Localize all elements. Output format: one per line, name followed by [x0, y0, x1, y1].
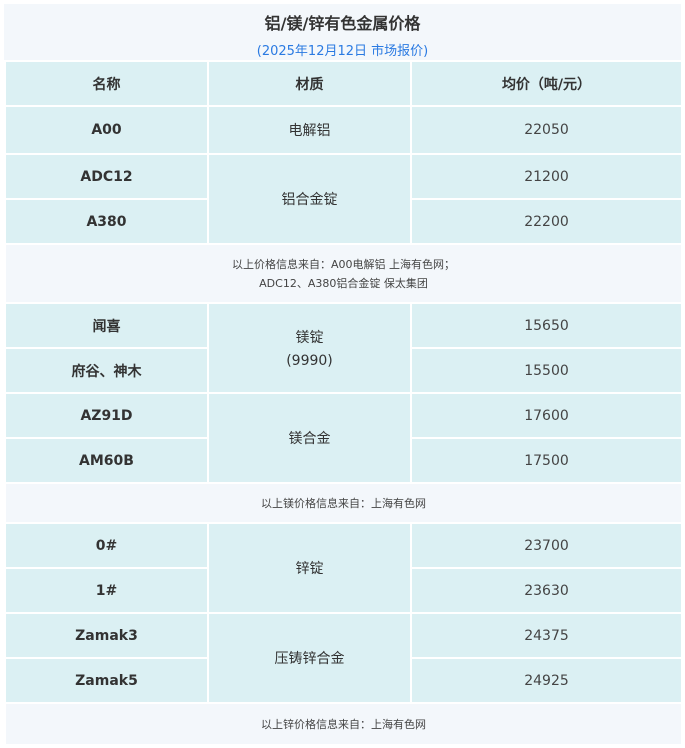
material: 镁锭 (9990)	[207, 302, 412, 394]
price: 24925	[410, 657, 683, 704]
note-line: 以上价格信息来自：A00电解铝 上海有色网；	[231, 257, 456, 271]
source-note: 以上镁价格信息来自：上海有色网	[4, 482, 683, 524]
source-note-row: 以上镁价格信息来自：上海有色网	[4, 482, 683, 524]
table-row: 府谷、神木 15500	[4, 347, 683, 394]
table-row: 闻喜 镁锭 (9990) 15650	[4, 302, 683, 394]
product-name: ADC12	[4, 153, 209, 200]
price: 17600	[410, 392, 683, 439]
table-row: AZ91D 镁合金 17600	[4, 392, 683, 484]
page-title: 铝/镁/锌有色金属价格	[264, 14, 421, 33]
product-name: AM60B	[4, 437, 209, 484]
material-line: (9990)	[286, 353, 333, 369]
price: 23700	[410, 522, 683, 569]
source-note: 以上锌价格信息来自：上海有色网	[4, 702, 683, 746]
price: 24375	[410, 612, 683, 659]
material: 电解铝	[207, 105, 412, 155]
material: 压铸锌合金	[207, 612, 412, 704]
table-row: ADC12 铝合金锭 21200	[4, 153, 683, 245]
material-line: 镁锭	[295, 330, 324, 346]
price-table-container: 铝/镁/锌有色金属价格 (2025年12月12日 市场报价) 名称 材质 均价（…	[4, 4, 683, 746]
product-name: A00	[4, 105, 209, 155]
table-row: Zamak3 压铸锌合金 24375	[4, 612, 683, 704]
table-row: 0# 锌锭 23700	[4, 522, 683, 614]
price: 22200	[410, 198, 683, 245]
note-line: ADC12、A380铝合金锭 保太集团	[259, 276, 428, 290]
material: 镁合金	[207, 392, 412, 484]
price: 21200	[410, 153, 683, 200]
price: 15650	[410, 302, 683, 349]
source-note: 以上价格信息来自：A00电解铝 上海有色网； ADC12、A380铝合金锭 保太…	[4, 243, 683, 304]
price: 22050	[410, 105, 683, 155]
header-price: 均价（吨/元）	[410, 60, 683, 107]
table-row: A380 22200	[4, 198, 683, 245]
material: 铝合金锭	[207, 153, 412, 245]
product-name: Zamak5	[4, 657, 209, 704]
header-row: 名称 材质 均价（吨/元）	[4, 60, 683, 107]
table-row: A00 电解铝 22050	[4, 105, 683, 155]
table-row: Zamak5 24925	[4, 657, 683, 704]
header-material: 材质	[207, 60, 412, 107]
price: 15500	[410, 347, 683, 394]
product-name: 1#	[4, 567, 209, 614]
source-note-row: 以上锌价格信息来自：上海有色网	[4, 702, 683, 746]
header-name: 名称	[4, 60, 209, 107]
price: 17500	[410, 437, 683, 484]
material: 锌锭	[207, 522, 412, 614]
price: 23630	[410, 567, 683, 614]
title-section: 铝/镁/锌有色金属价格 (2025年12月12日 市场报价)	[4, 4, 681, 60]
product-name: A380	[4, 198, 209, 245]
product-name: 0#	[4, 522, 209, 569]
table-row: 1# 23630	[4, 567, 683, 614]
table-row: AM60B 17500	[4, 437, 683, 484]
product-name: Zamak3	[4, 612, 209, 659]
date-subtitle: (2025年12月12日 市场报价)	[256, 44, 429, 59]
product-name: AZ91D	[4, 392, 209, 439]
product-name: 闻喜	[4, 302, 209, 349]
source-note-row: 以上价格信息来自：A00电解铝 上海有色网； ADC12、A380铝合金锭 保太…	[4, 243, 683, 304]
product-name: 府谷、神木	[4, 347, 209, 394]
price-table: 名称 材质 均价（吨/元） A00 电解铝 22050 ADC12 铝合金锭 2…	[4, 60, 683, 746]
